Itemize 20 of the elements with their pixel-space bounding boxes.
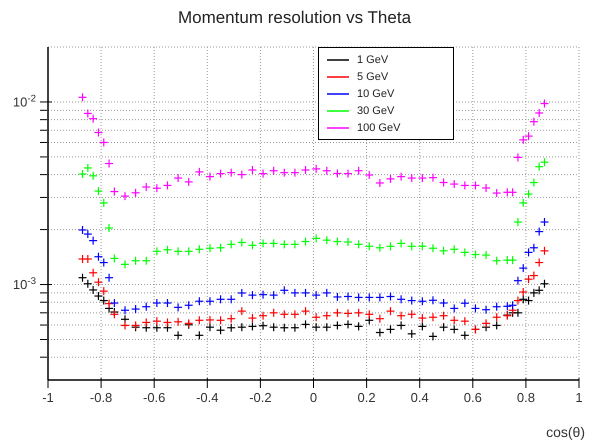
- x-tick-label: 0.6: [464, 390, 482, 405]
- x-tick-label: -1: [42, 390, 54, 405]
- x-tick-label: -0.4: [196, 390, 219, 405]
- x-tick-label: -0.6: [142, 390, 166, 405]
- y-tick-label: 10$^{-3}$: [12, 276, 36, 292]
- legend-label: 30 GeV: [357, 104, 394, 116]
- x-axis-title: cos(θ): [546, 424, 585, 440]
- x-tick-label: -0.2: [249, 390, 272, 405]
- x-tick-label: 1: [575, 390, 583, 405]
- legend-label: 100 GeV: [357, 122, 400, 134]
- chart-title: Momentum resolution vs Theta: [176, 8, 412, 28]
- legend-label: 10 GeV: [357, 88, 394, 100]
- x-tick-label: -0.8: [90, 390, 112, 405]
- legend-label: 1 GeV: [357, 54, 388, 66]
- x-tick-label: 0.4: [410, 390, 429, 405]
- x-tick-label: 0.8: [516, 390, 535, 405]
- x-tick-label: 0.2: [358, 390, 376, 405]
- legend-label: 5 GeV: [357, 70, 388, 82]
- y-tick-label: 10$^{-2}$: [12, 93, 36, 110]
- x-tick-label: 0: [310, 390, 318, 405]
